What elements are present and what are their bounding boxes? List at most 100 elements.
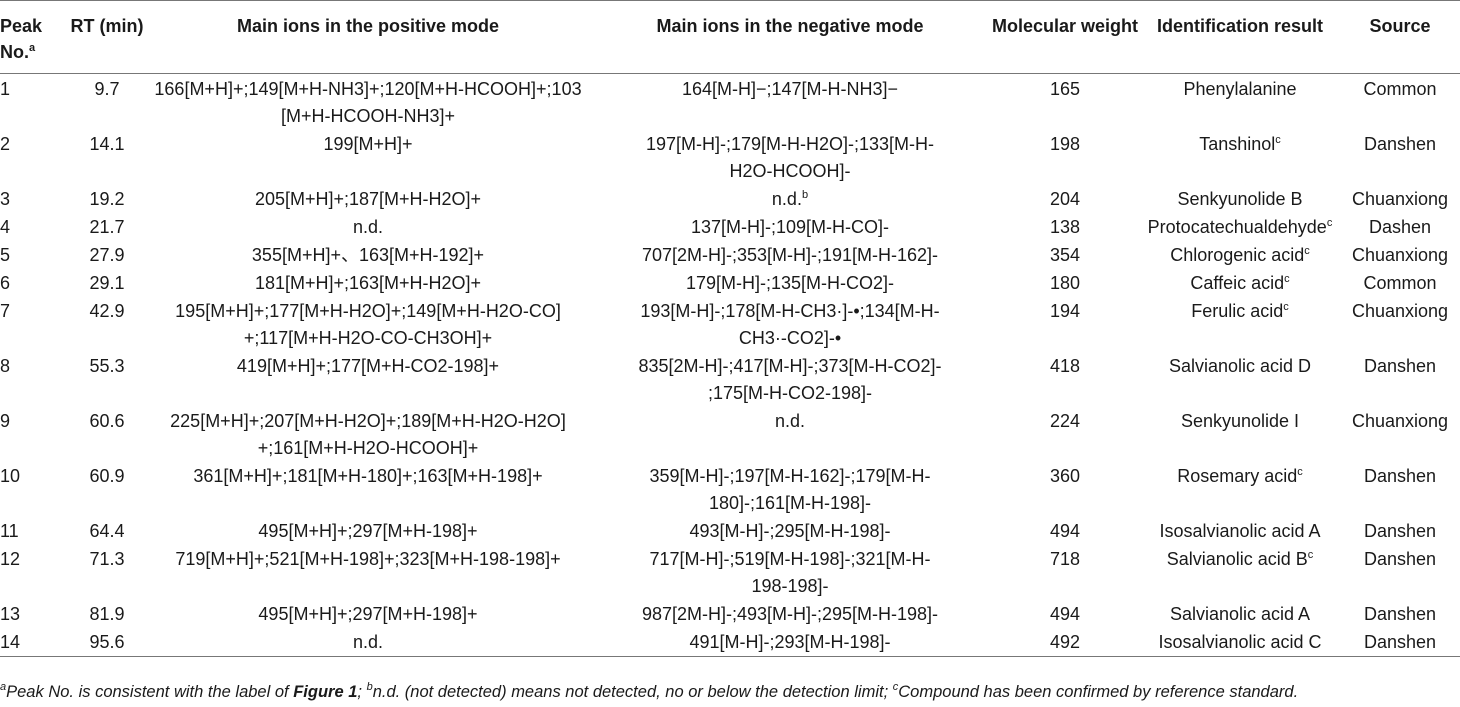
cell-peak-no: 14 <box>0 632 21 652</box>
table-row: 11 64.4 495[M+H]+;297[M+H-198]+ 493[M-H]-;2… <box>0 517 1460 545</box>
table-row: 1 9.7 166[M+H]+;149[M+H-NH3]+;120[M+H-HCOO… <box>0 74 1460 131</box>
cell-negative-ions: 491[M-H]-;293[M-H-198]- <box>689 632 891 652</box>
cell-molecular-weight: 204 <box>1049 189 1081 209</box>
cell-peak-no: 11 <box>0 521 19 541</box>
cell-source: Chuanxiong <box>1351 411 1449 431</box>
cell-source: Danshen <box>1363 549 1437 569</box>
table-row: 10 60.9 361[M+H]+;181[M+H-180]+;163[M+H-19… <box>0 462 1460 517</box>
cell-identification-result: Rosemary acidc <box>1177 466 1303 486</box>
cell-rt: 27.9 <box>89 245 125 265</box>
cell-identification-result: Protocatechualdehydec <box>1147 217 1333 237</box>
cell-molecular-weight: 138 <box>1049 217 1081 237</box>
cell-positive-ions: 195[M+H]+;177[M+H-H2O]+;149[M+H-H2O-CO] … <box>175 301 561 348</box>
header-molecular-weight: Molecular weight <box>991 16 1139 36</box>
cell-source: Danshen <box>1363 134 1437 154</box>
cell-positive-ions: 495[M+H]+;297[M+H-198]+ <box>258 604 478 624</box>
cell-source: Danshen <box>1363 466 1437 486</box>
cell-negative-ions: 193[M-H]-;178[M-H-CH3·]-•;134[M-H- CH3·-… <box>640 301 940 348</box>
cell-identification-result: Senkyunolide B <box>1177 189 1303 209</box>
cell-molecular-weight: 198 <box>1049 134 1081 154</box>
table-row: 4 21.7 n.d. 137[M-H]-;109[M-H-CO]- 138 Protoc… <box>0 213 1460 241</box>
cell-source: Common <box>1363 273 1437 293</box>
cell-identification-result: Chlorogenic acidc <box>1170 245 1310 265</box>
cell-positive-ions: 225[M+H]+;207[M+H-H2O]+;189[M+H-H2O-H2O]… <box>170 411 566 458</box>
table-row: 3 19.2 205[M+H]+;187[M+H-H2O]+ n.d.b 204 Senk… <box>0 185 1460 213</box>
cell-peak-no: 7 <box>0 301 11 321</box>
cell-identification-result: Phenylalanine <box>1183 79 1297 99</box>
cell-peak-no: 12 <box>0 549 21 569</box>
cell-positive-ions: 166[M+H]+;149[M+H-NH3]+;120[M+H-HCOOH]+;… <box>154 79 582 126</box>
cell-positive-ions: 419[M+H]+;177[M+H-CO2-198]+ <box>236 356 500 376</box>
cell-identification-result: Salvianolic acid A <box>1169 604 1311 624</box>
table-header: Peak No.a RT (min) Main ions in the posi… <box>0 0 1460 74</box>
cell-negative-ions: 179[M-H]-;135[M-H-CO2]- <box>685 273 895 293</box>
cell-positive-ions: 205[M+H]+;187[M+H-H2O]+ <box>254 189 482 209</box>
cell-molecular-weight: 494 <box>1049 521 1081 541</box>
cell-source: Danshen <box>1363 521 1437 541</box>
cell-rt: 81.9 <box>89 604 125 624</box>
cell-rt: 14.1 <box>89 134 125 154</box>
cell-molecular-weight: 165 <box>1049 79 1081 99</box>
cell-peak-no: 3 <box>0 189 11 209</box>
header-rt: RT (min) <box>70 16 144 36</box>
header-peak-no: Peak No.a <box>0 16 43 62</box>
cell-negative-ions: 197[M-H]-;179[M-H-H2O]-;133[M-H- H2O-HCO… <box>645 134 935 181</box>
ion-identification-table: Peak No.a RT (min) Main ions in the posi… <box>0 0 1460 657</box>
table-row: 12 71.3 719[M+H]+;521[M+H-198]+;323[M+H-19… <box>0 545 1460 600</box>
cell-identification-result: Salvianolic acid Bc <box>1166 549 1314 569</box>
header-source: Source <box>1369 16 1431 36</box>
cell-source: Danshen <box>1363 604 1437 624</box>
cell-peak-no: 10 <box>0 466 21 486</box>
cell-molecular-weight: 492 <box>1049 632 1081 652</box>
cell-positive-ions: 361[M+H]+;181[M+H-180]+;163[M+H-198]+ <box>193 466 543 486</box>
cell-peak-no: 13 <box>0 604 21 624</box>
cell-molecular-weight: 354 <box>1049 245 1081 265</box>
cell-rt: 42.9 <box>89 301 125 321</box>
cell-negative-ions: 707[2M-H]-;353[M-H]-;191[M-H-162]- <box>641 245 939 265</box>
cell-rt: 71.3 <box>89 549 125 569</box>
cell-rt: 64.4 <box>89 521 125 541</box>
cell-negative-ions: 164[M-H]−;147[M-H-NH3]− <box>681 79 899 99</box>
cell-positive-ions: n.d. <box>352 217 384 237</box>
cell-peak-no: 9 <box>0 411 11 431</box>
cell-molecular-weight: 180 <box>1049 273 1081 293</box>
cell-peak-no: 5 <box>0 245 11 265</box>
header-positive-ions: Main ions in the positive mode <box>236 16 500 36</box>
cell-molecular-weight: 718 <box>1049 549 1081 569</box>
cell-source: Chuanxiong <box>1351 301 1449 321</box>
cell-source: Chuanxiong <box>1351 189 1449 209</box>
cell-identification-result: Salvianolic acid D <box>1168 356 1312 376</box>
cell-negative-ions: 835[2M-H]-;417[M-H]-;373[M-H-CO2]- ;175[… <box>638 356 942 403</box>
cell-rt: 95.6 <box>89 632 125 652</box>
table-row: 14 95.6 n.d. 491[M-H]-;293[M-H-198]- 492 Isos… <box>0 628 1460 657</box>
cell-peak-no: 6 <box>0 273 11 293</box>
cell-source: Dashen <box>1368 217 1432 237</box>
cell-source: Common <box>1363 79 1437 99</box>
table-body: 1 9.7 166[M+H]+;149[M+H-NH3]+;120[M+H-HCOO… <box>0 74 1460 657</box>
cell-negative-ions: n.d. <box>774 411 806 431</box>
table-row: 6 29.1 181[M+H]+;163[M+H-H2O]+ 179[M-H]-;13… <box>0 269 1460 297</box>
cell-rt: 19.2 <box>89 189 125 209</box>
cell-molecular-weight: 494 <box>1049 604 1081 624</box>
cell-identification-result: Ferulic acidc <box>1191 301 1289 321</box>
cell-peak-no: 4 <box>0 217 11 237</box>
cell-rt: 60.6 <box>89 411 125 431</box>
table-row: 5 27.9 355[M+H]+、163[M+H-192]+ 707[2M-H]-;3… <box>0 241 1460 269</box>
cell-source: Chuanxiong <box>1351 245 1449 265</box>
header-negative-ions: Main ions in the negative mode <box>656 16 924 36</box>
cell-molecular-weight: 224 <box>1049 411 1081 431</box>
cell-negative-ions: 137[M-H]-;109[M-H-CO]- <box>690 217 890 237</box>
cell-identification-result: Senkyunolide I <box>1180 411 1300 431</box>
cell-negative-ions: 987[2M-H]-;493[M-H]-;295[M-H-198]- <box>641 604 939 624</box>
cell-identification-result: Isosalvianolic acid C <box>1158 632 1322 652</box>
cell-peak-no: 1 <box>0 79 11 99</box>
cell-rt: 55.3 <box>89 356 125 376</box>
cell-molecular-weight: 194 <box>1049 301 1081 321</box>
cell-peak-no: 2 <box>0 134 11 154</box>
cell-negative-ions: 359[M-H]-;197[M-H-162]-;179[M-H- 180]-;1… <box>649 466 931 513</box>
cell-source: Danshen <box>1363 356 1437 376</box>
cell-rt: 21.7 <box>89 217 125 237</box>
cell-negative-ions: n.d.b <box>771 189 809 209</box>
cell-identification-result: Tanshinolc <box>1199 134 1281 154</box>
